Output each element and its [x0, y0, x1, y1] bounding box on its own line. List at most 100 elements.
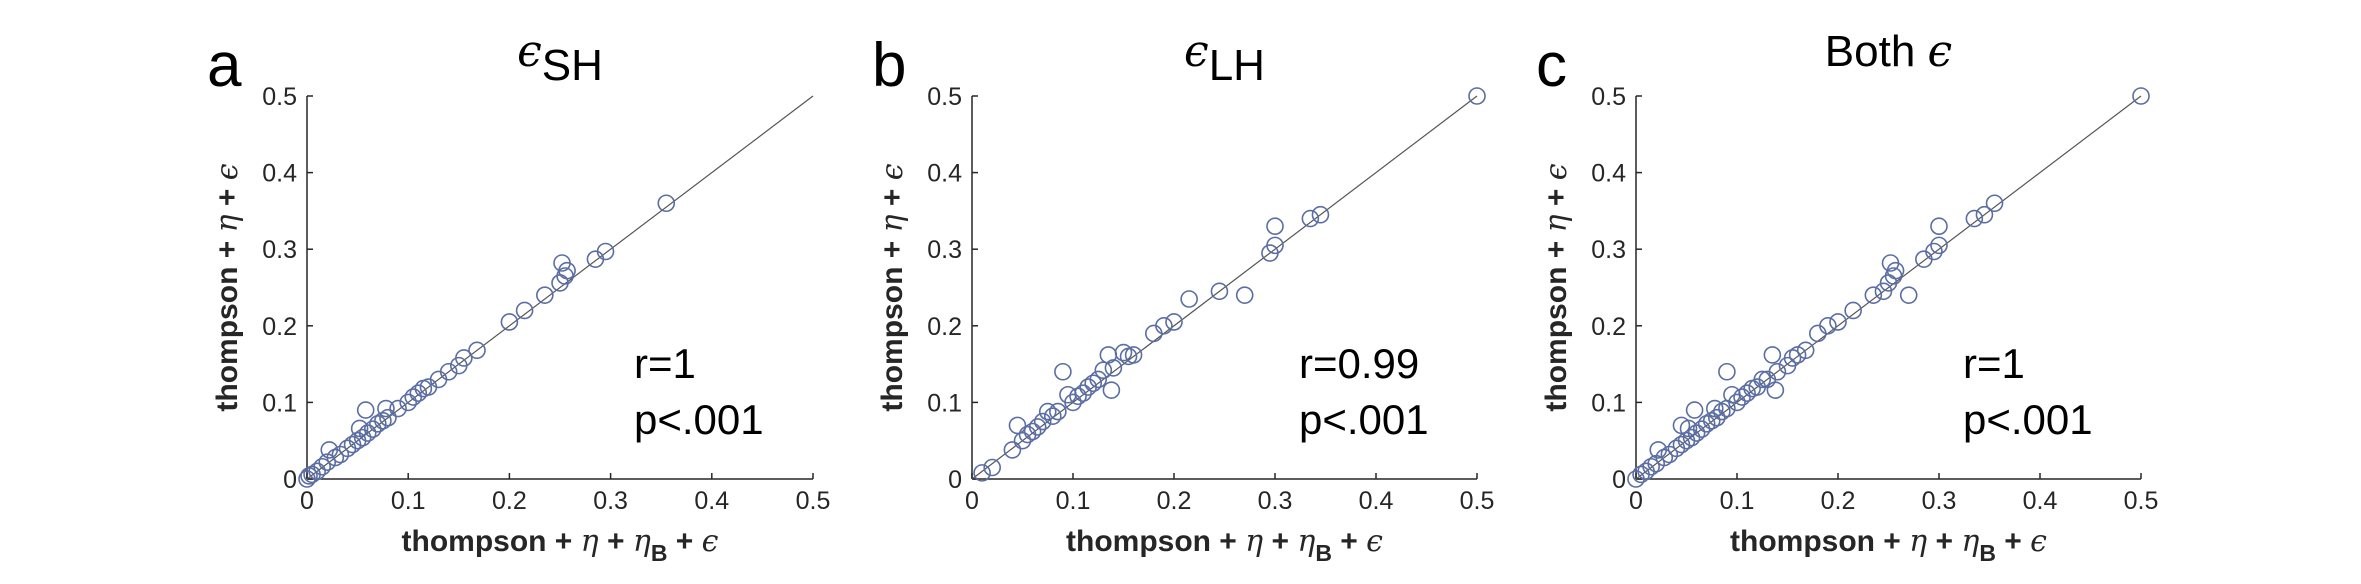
x-label-plus: + [599, 525, 633, 558]
x-axis-label: thompson + η + ηB + ϵ [1066, 524, 1383, 566]
x-label-eta: η [1909, 524, 1927, 559]
x-label-subscript: B [1315, 540, 1332, 566]
data-point [1899, 286, 1918, 304]
y-tick-label: 0.2 [262, 313, 297, 341]
data-point [409, 384, 428, 403]
y-label-plus: + [211, 180, 244, 214]
data-point [468, 341, 486, 360]
data-point [1301, 209, 1320, 228]
data-point [1102, 381, 1121, 399]
y-tick-label: 0.3 [927, 236, 962, 264]
data-point [1145, 324, 1163, 343]
x-label-epsilon: ϵ [1366, 524, 1383, 559]
data-point [358, 424, 377, 442]
y-label-eta: η [875, 214, 910, 232]
y-tick-label: 0.5 [1591, 83, 1626, 111]
data-point [1685, 401, 1704, 419]
data-point [1886, 261, 1905, 280]
data-point [313, 457, 331, 476]
y-tick-label: 0.1 [1591, 389, 1626, 417]
data-point [2132, 87, 2150, 105]
data-point [1266, 236, 1284, 255]
y-label-eta: η [210, 214, 245, 232]
x-tick-label: 0 [300, 487, 314, 515]
data-point [356, 401, 375, 419]
x-tick-label: 0 [965, 487, 979, 515]
x-label-eta: η [1245, 524, 1263, 559]
y-label-epsilon: ϵ [1539, 163, 1574, 180]
y-label-text: thompson + [876, 232, 909, 411]
y-label-epsilon: ϵ [875, 163, 910, 180]
data-point [1013, 431, 1032, 450]
x-tick-label: 0.2 [1157, 487, 1192, 515]
y-tick-label: 0.2 [927, 313, 962, 341]
data-point [1718, 362, 1736, 381]
data-point [1003, 441, 1022, 459]
x-label-eta-b: η [1961, 524, 1979, 559]
y-tick-label: 0 [948, 466, 962, 494]
data-point [1468, 87, 1486, 105]
data-point [500, 313, 519, 331]
x-label-plus: + [1332, 525, 1366, 558]
data-point [1844, 301, 1862, 320]
data-point [399, 393, 418, 412]
data-point [1235, 286, 1254, 304]
x-label-plus: + [1996, 525, 2030, 558]
data-point [1864, 286, 1883, 304]
data-point [1925, 242, 1943, 261]
data-point [369, 415, 387, 433]
data-point [983, 458, 1002, 477]
y-tick-label: 0 [283, 466, 297, 494]
data-point [596, 242, 615, 261]
x-tick-label: 0.1 [1056, 487, 1091, 515]
data-point [1033, 412, 1052, 431]
data-point [1930, 217, 1948, 236]
data-point [657, 194, 676, 213]
data-point [1915, 250, 1933, 268]
x-tick-label: 0.1 [1720, 487, 1755, 515]
x-label-eta-b: η [1297, 524, 1315, 559]
y-tick-label: 0.2 [1591, 313, 1626, 341]
data-point [1074, 384, 1092, 403]
data-point [374, 411, 392, 430]
x-tick-label: 0.2 [492, 487, 527, 515]
y-tick-label: 0.5 [927, 83, 962, 111]
data-point [1210, 282, 1229, 301]
data-point [1766, 381, 1785, 399]
x-tick-label: 0.4 [694, 487, 729, 515]
y-tick-label: 0.1 [927, 389, 962, 417]
x-label-plus: + [1263, 525, 1297, 558]
data-point [1084, 374, 1102, 393]
data-point [379, 408, 397, 427]
x-label-subscript: B [1979, 540, 1996, 566]
data-point [1044, 407, 1062, 425]
data-point [1728, 393, 1746, 412]
x-tick-label: 0.3 [593, 487, 628, 515]
y-label-eta: η [1539, 214, 1574, 232]
y-label-text: thompson + [211, 232, 244, 411]
y-tick-label: 0.4 [1591, 160, 1626, 188]
stat-annotation: r=1 [1963, 340, 2025, 387]
x-label-text: thompson + [1066, 525, 1245, 558]
data-point [1180, 290, 1198, 308]
data-point [1829, 313, 1847, 331]
stat-annotation: r=0.99 [1299, 340, 1419, 387]
x-label-subscript: B [651, 540, 668, 566]
y-axis-label: thompson + η + ϵ [875, 163, 910, 411]
identity-line [971, 95, 1478, 480]
title-epsilon: ϵ [1184, 26, 1209, 77]
data-point [389, 399, 407, 418]
scatter-panel-a: 0 0.1 0.2 0.3 0.4 0.500.10.20.30.40.5a ϵSHthom… [207, 26, 830, 566]
data-point [1069, 387, 1087, 406]
data-point [536, 286, 554, 304]
panel-letter: b [872, 31, 906, 100]
data-point [558, 261, 576, 280]
data-point [1783, 349, 1802, 367]
data-point [1008, 416, 1027, 435]
data-point [1094, 361, 1113, 380]
x-label-text: thompson + [402, 525, 581, 558]
data-point [1311, 205, 1330, 224]
data-point [1089, 370, 1108, 389]
data-point [586, 250, 605, 268]
